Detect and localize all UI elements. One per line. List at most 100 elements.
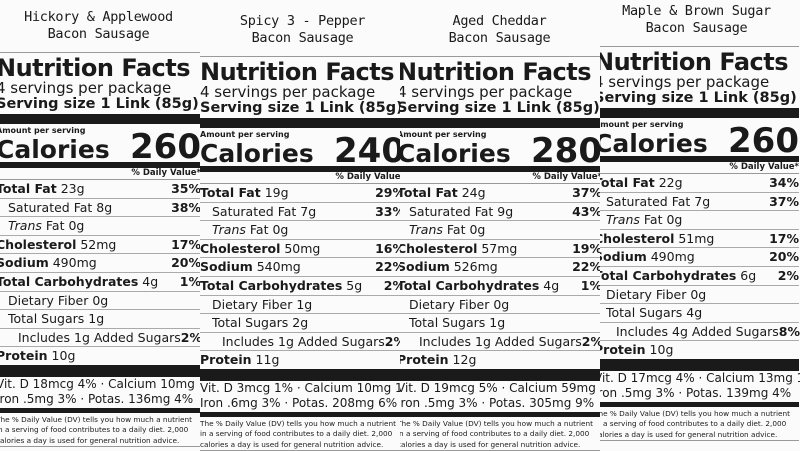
dietary-fiber: Dietary Fiber 0g bbox=[8, 292, 109, 308]
nutrition-label-panel: Spicy 3 - Pepper Bacon Sausage Nutrition … bbox=[200, 0, 400, 451]
sodium-label: Sodium bbox=[200, 259, 253, 275]
vitamin-d-calcium: Vit. D 18mcg 4% · Calcium 10mg 1% bbox=[0, 376, 200, 391]
sugars-row: Total Sugars 2g bbox=[200, 314, 400, 333]
serving-size: Serving size 1 Link (85g) bbox=[0, 96, 199, 112]
daily-value-header: % Daily Value* bbox=[400, 172, 600, 184]
trans-fat-row: Trans Fat 0g bbox=[400, 221, 600, 240]
medium-divider bbox=[400, 411, 600, 417]
trans-fat-label: Trans bbox=[8, 218, 42, 234]
sugars-row: Total Sugars 4g bbox=[600, 304, 799, 323]
sodium-row: Sodium 490mg 20% bbox=[0, 254, 200, 273]
carbs-amount: 4g bbox=[543, 277, 560, 293]
carbs-amount: 6g bbox=[740, 267, 757, 283]
servings-per-package: 4 servings per package bbox=[0, 79, 172, 97]
total-fat-amount: 24g bbox=[461, 185, 486, 200]
trans-fat-amount: Fat 0g bbox=[643, 212, 683, 228]
divider bbox=[600, 46, 799, 47]
nutrition-facts-heading: Nutrition Facts bbox=[400, 58, 592, 86]
sodium-amount: 490mg bbox=[52, 255, 97, 271]
total-fat-dv: 29% bbox=[375, 185, 400, 200]
sodium-amount: 490mg bbox=[650, 249, 695, 265]
carbs-dv: 2% bbox=[777, 267, 799, 283]
added-sugars-label: Includes 1g Added Sugars bbox=[18, 329, 181, 345]
total-fat-row: Total Fat 24g 37% bbox=[400, 184, 600, 203]
cholesterol-dv: 17% bbox=[171, 236, 200, 252]
product-title: Spicy 3 - Pepper Bacon Sausage bbox=[200, 4, 400, 56]
vitamin-d-calcium: Vit. D 3mcg 1% · Calcium 10mg 1% bbox=[200, 380, 400, 395]
added-sugars-label: Includes 1g Added Sugars bbox=[222, 333, 385, 349]
product-type: Bacon Sausage bbox=[448, 30, 551, 46]
sodium-amount: 526mg bbox=[453, 259, 498, 275]
nutrition-facts-heading: Nutrition Facts bbox=[0, 54, 191, 82]
saturated-fat-row: Saturated Fat 7g 33% bbox=[200, 203, 400, 222]
vitamin-d-calcium: Vit. D 19mcg 5% · Calcium 59mg 6% bbox=[400, 380, 600, 395]
serving-size: Serving size 1 Link (85g) bbox=[400, 100, 600, 116]
serving-size: Serving size 1 Link (85g) bbox=[200, 100, 400, 116]
daily-value-header: % Daily Value* bbox=[0, 168, 200, 180]
sodium-dv: 22% bbox=[572, 259, 600, 275]
protein-label: Protein bbox=[200, 352, 252, 368]
sodium-label: Sodium bbox=[400, 259, 450, 275]
trans-fat-amount: Fat 0g bbox=[446, 222, 486, 238]
servings-per-package: 4 servings per package bbox=[600, 73, 770, 91]
fiber-row: Dietary Fiber 1g bbox=[200, 296, 400, 315]
total-fat-dv: 34% bbox=[769, 175, 799, 190]
cholesterol-row: Cholesterol 50mg 16% bbox=[200, 240, 400, 259]
medium-divider bbox=[600, 401, 799, 407]
sodium-row: Sodium 490mg 20% bbox=[600, 248, 799, 267]
footnote-line: calories a day is used for general nutri… bbox=[600, 429, 778, 439]
total-fat-label: Total Fat bbox=[400, 185, 458, 200]
iron-potassium: Iron .5mg 3% · Potas. 139mg 4% bbox=[600, 386, 792, 401]
sodium-row: Sodium 526mg 22% bbox=[400, 258, 600, 277]
trans-fat-row: Trans Fat 0g bbox=[600, 211, 799, 230]
footnote-line: in a serving of food contributes to a da… bbox=[0, 425, 189, 435]
protein-row: Protein 10g bbox=[0, 347, 200, 366]
footnote-line: The % Daily Value (DV) tells you how muc… bbox=[400, 418, 594, 428]
cholesterol-amount: 57mg bbox=[481, 240, 518, 256]
footnote-line: calories a day is used for general nutri… bbox=[400, 439, 581, 449]
protein-amount: 10g bbox=[51, 348, 76, 364]
vitamin-d-calcium: Vit. D 17mcg 4% · Calcium 13mg 1% bbox=[600, 370, 800, 385]
cholesterol-row: Cholesterol 57mg 19% bbox=[400, 240, 600, 259]
calories-value: 260 bbox=[728, 121, 799, 161]
saturated-fat-dv: 43% bbox=[572, 203, 600, 219]
carbs-row: Total Carbohydrates 6g 2% bbox=[600, 267, 799, 286]
calories-label: Calories bbox=[0, 135, 110, 164]
total-sugars: Total Sugars 2g bbox=[212, 315, 309, 331]
protein-amount: 12g bbox=[452, 352, 477, 368]
footnote: The % Daily Value (DV) tells you how muc… bbox=[400, 417, 600, 451]
cholesterol-label: Cholesterol bbox=[200, 240, 281, 256]
fiber-row: Dietary Fiber 0g bbox=[400, 296, 600, 315]
footnote-line: calories a day is used for general nutri… bbox=[200, 439, 384, 449]
saturated-fat-label: Saturated Fat 8g bbox=[8, 199, 113, 215]
dietary-fiber: Dietary Fiber 0g bbox=[409, 296, 510, 312]
trans-fat-label: Trans bbox=[212, 222, 246, 238]
nutrition-facts-heading: Nutrition Facts bbox=[600, 48, 789, 76]
fiber-row: Dietary Fiber 0g bbox=[600, 286, 799, 305]
added-sugars-label: Includes 4g Added Sugars bbox=[616, 323, 779, 339]
total-fat-row: Total Fat 19g 29% bbox=[200, 184, 400, 203]
nutrition-label-panel: Maple & Brown Sugar Bacon Sausage Nutriti… bbox=[600, 0, 800, 451]
thick-divider bbox=[600, 108, 799, 118]
total-fat-amount: 22g bbox=[658, 175, 683, 190]
saturated-fat-dv: 38% bbox=[171, 199, 200, 215]
total-fat-row: Total Fat 22g 34% bbox=[600, 174, 799, 193]
trans-fat-label: Trans bbox=[606, 212, 640, 228]
cholesterol-dv: 16% bbox=[375, 240, 400, 256]
cholesterol-dv: 17% bbox=[769, 230, 799, 246]
cholesterol-label: Cholesterol bbox=[400, 240, 478, 256]
thick-divider bbox=[400, 368, 600, 381]
total-fat-dv: 35% bbox=[171, 181, 200, 196]
thick-divider bbox=[0, 114, 200, 124]
product-title: Aged Cheddar Bacon Sausage bbox=[400, 4, 600, 56]
protein-label: Protein bbox=[0, 348, 48, 364]
thick-divider bbox=[600, 358, 799, 371]
amount-per-serving: Amount per serving bbox=[600, 120, 684, 129]
nutrition-label-panel: Hickory & Applewood Bacon Sausage Nutriti… bbox=[0, 0, 200, 451]
product-name: Maple & Brown Sugar bbox=[622, 3, 771, 19]
fiber-row: Dietary Fiber 0g bbox=[0, 292, 200, 311]
carbs-amount: 4g bbox=[142, 273, 159, 289]
protein-row: Protein 12g bbox=[400, 351, 600, 370]
footnote-line: The % Daily Value (DV) tells you how muc… bbox=[200, 418, 397, 428]
total-fat-amount: 23g bbox=[60, 181, 85, 196]
